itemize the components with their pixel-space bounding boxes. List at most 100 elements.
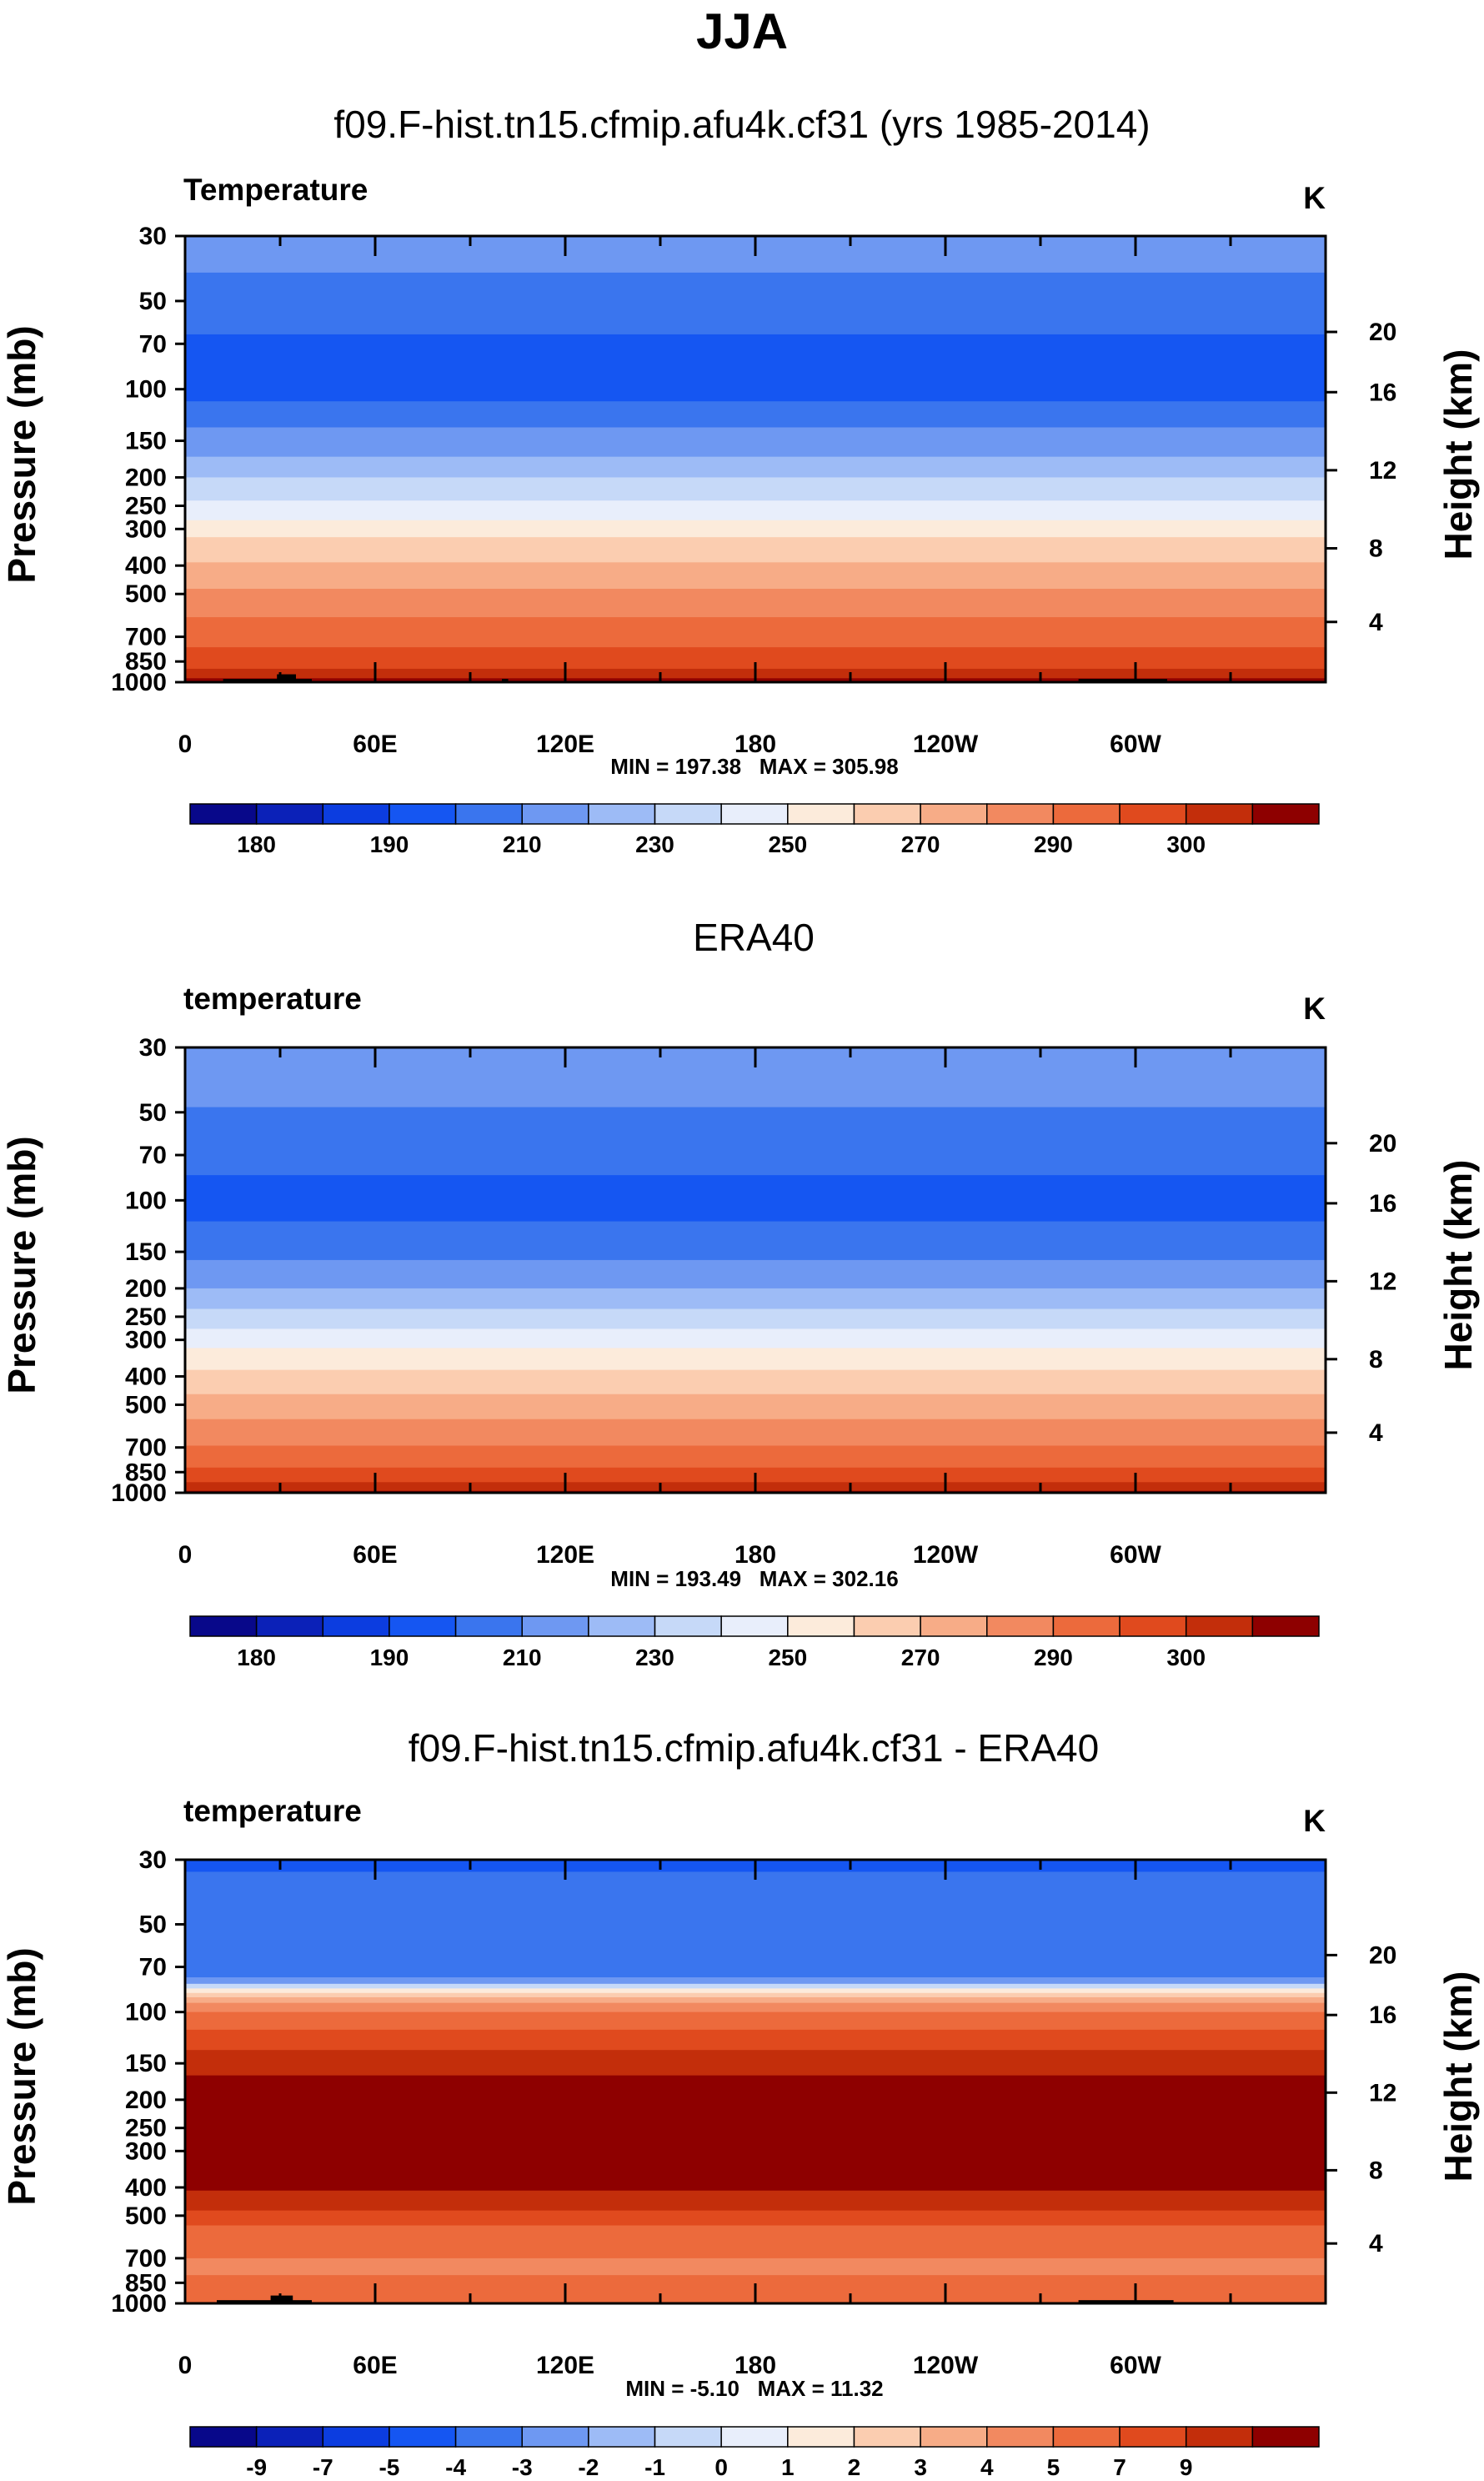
colorbar-label: 300 xyxy=(1166,831,1206,857)
y-tick-label: 50 xyxy=(139,1911,167,1939)
colorbar-box xyxy=(389,2426,457,2448)
y2-axis-label: Height (km) xyxy=(1436,1971,1480,2182)
colorbar-box xyxy=(787,803,855,825)
colorbar-label: -4 xyxy=(445,2454,466,2480)
colorbar-label: 230 xyxy=(635,1645,674,1670)
colorbar-label: 180 xyxy=(237,831,276,857)
colorbar-box xyxy=(720,2426,789,2448)
colorbar-box xyxy=(189,2426,258,2448)
colorbar-box xyxy=(322,1615,390,1637)
colorbar-box xyxy=(1052,803,1121,825)
y-tick-label: 100 xyxy=(125,376,167,404)
topography-block xyxy=(217,2300,312,2303)
colorbar-box xyxy=(588,2426,656,2448)
x-tick-label: 180 xyxy=(734,1541,776,1569)
topography-block xyxy=(1078,2300,1174,2303)
y-tick-label: 500 xyxy=(125,1391,167,1419)
colorbar-label: -9 xyxy=(246,2454,267,2480)
colorbar-label: 290 xyxy=(1034,831,1073,857)
x-tick-label: 60E xyxy=(353,731,397,758)
y-tick-label: 70 xyxy=(139,330,167,358)
y2-tick-label: 8 xyxy=(1369,535,1383,563)
x-tick-label: 120E xyxy=(536,1541,594,1569)
figure-title: JJA xyxy=(696,3,788,59)
panel-left-label: Temperature xyxy=(183,173,368,207)
x-tick-label: 120W xyxy=(913,1541,979,1569)
colorbar-label: 190 xyxy=(370,831,409,857)
colorbar-box xyxy=(588,1615,656,1637)
y-tick-label: 850 xyxy=(125,1459,167,1486)
colorbar-box xyxy=(654,1615,722,1637)
y-tick-label: 700 xyxy=(125,1434,167,1462)
colorbar-box xyxy=(1119,803,1187,825)
min-max-label: MIN = -5.10 MAX = 11.32 xyxy=(625,2376,883,2401)
y-tick-label: 400 xyxy=(125,552,167,580)
y2-tick-label: 16 xyxy=(1369,2001,1396,2029)
x-tick-label: 120E xyxy=(536,731,594,758)
panel-subtitle: f09.F-hist.tn15.cfmip.afu4k.cf31 (yrs 19… xyxy=(333,103,1150,146)
y-tick-label: 50 xyxy=(139,1099,167,1127)
y2-axis-label: Height (km) xyxy=(1436,1160,1480,1371)
colorbar-label: 4 xyxy=(980,2454,994,2480)
y2-tick-label: 8 xyxy=(1369,1346,1383,1374)
panel-units: K xyxy=(1303,992,1326,1026)
y-tick-label: 150 xyxy=(125,1238,167,1266)
colorbar-box xyxy=(389,1615,457,1637)
colorbar-box xyxy=(1119,1615,1187,1637)
colorbar-label: 270 xyxy=(901,1645,940,1670)
y-tick-label: 850 xyxy=(125,648,167,675)
y2-tick-label: 12 xyxy=(1369,457,1396,485)
colorbar-box xyxy=(1251,803,1320,825)
colorbar-label: -5 xyxy=(379,2454,399,2480)
colorbar-box xyxy=(720,803,789,825)
y-axis-label: Pressure (mb) xyxy=(0,325,43,583)
colorbar-box xyxy=(454,803,523,825)
colorbar-box xyxy=(255,803,324,825)
colorbar-label: 210 xyxy=(503,1645,542,1670)
colorbar-box xyxy=(654,803,722,825)
colorbar-label: 230 xyxy=(635,831,674,857)
colorbar-label: 270 xyxy=(901,831,940,857)
y-tick-label: 150 xyxy=(125,428,167,455)
colorbar-label: 7 xyxy=(1113,2454,1126,2480)
y-tick-label: 150 xyxy=(125,2050,167,2077)
y-tick-label: 70 xyxy=(139,1954,167,1981)
y-tick-label: 200 xyxy=(125,464,167,491)
y-tick-label: 300 xyxy=(125,2137,167,2165)
colorbar-box xyxy=(920,1615,988,1637)
colorbar-label: 290 xyxy=(1034,1645,1073,1670)
colorbar-label: 3 xyxy=(914,2454,927,2480)
y2-tick-label: 12 xyxy=(1369,2079,1396,2107)
colorbar-box xyxy=(1119,2426,1187,2448)
colorbar-label: 9 xyxy=(1180,2454,1193,2480)
colorbar-box xyxy=(255,1615,324,1637)
y-tick-label: 200 xyxy=(125,1275,167,1303)
colorbar: -9 -7 -5 -4 -3 -2 -1 0 1 2 3 4 5 7 9 xyxy=(189,2426,1320,2480)
y-tick-label: 70 xyxy=(139,1142,167,1169)
panel-subtitle: f09.F-hist.tn15.cfmip.afu4k.cf31 - ERA40 xyxy=(409,1726,1099,1770)
colorbar-box xyxy=(521,803,589,825)
y2-tick-label: 16 xyxy=(1369,379,1396,406)
panel-model-temperature: f09.F-hist.tn15.cfmip.afu4k.cf31 (yrs 19… xyxy=(0,103,1480,857)
colorbar-box xyxy=(454,2426,523,2448)
topography-block xyxy=(277,674,296,682)
y2-tick-label: 4 xyxy=(1369,609,1383,636)
colorbar-label: 1 xyxy=(781,2454,795,2480)
x-tick-label: 0 xyxy=(178,731,193,758)
colorbar-box xyxy=(1251,1615,1320,1637)
min-max-label: MIN = 197.38 MAX = 305.98 xyxy=(610,754,898,779)
colorbar-box xyxy=(920,803,988,825)
y-tick-label: 200 xyxy=(125,2087,167,2114)
colorbar-box xyxy=(787,1615,855,1637)
y-tick-label: 850 xyxy=(125,2269,167,2297)
y-tick-label: 300 xyxy=(125,515,167,543)
colorbar-box xyxy=(654,2426,722,2448)
colorbar-label: 5 xyxy=(1047,2454,1060,2480)
y-tick-label: 300 xyxy=(125,1327,167,1354)
panel-era40-temperature: ERA40 temperature K 30507010015020025030… xyxy=(0,916,1480,1670)
panel-left-label: temperature xyxy=(183,982,362,1016)
y2-tick-label: 4 xyxy=(1369,2230,1383,2258)
